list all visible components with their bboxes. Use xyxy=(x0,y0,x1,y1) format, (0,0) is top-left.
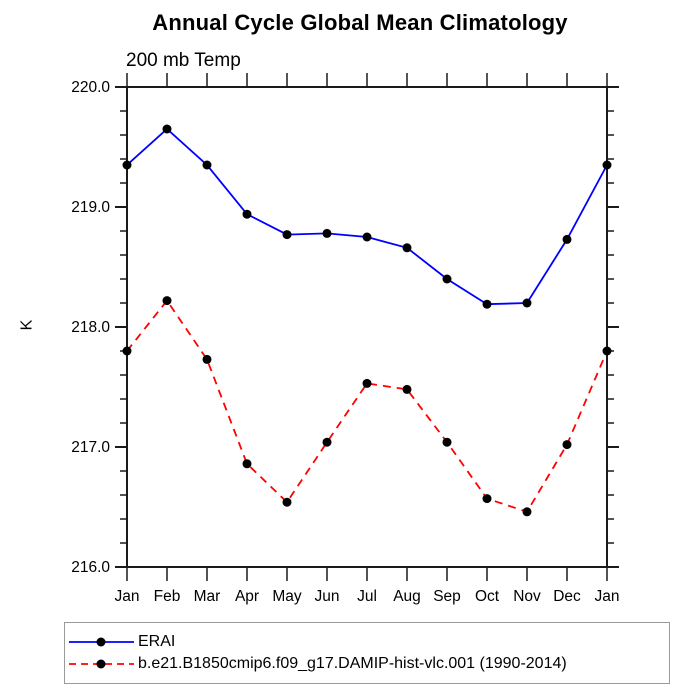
legend-item-model: b.e21.B1850cmip6.f09_g17.DAMIP-hist-vlc.… xyxy=(68,653,669,675)
chart-subtitle: 200 mb Temp xyxy=(126,50,241,71)
data-point-marker xyxy=(322,437,332,447)
x-tick-label: Apr xyxy=(235,588,259,605)
data-point-marker xyxy=(522,298,532,308)
chart-title: Annual Cycle Global Mean Climatology xyxy=(152,10,568,35)
x-tick-label: Aug xyxy=(393,588,421,605)
x-tick-label: Jan xyxy=(595,588,620,605)
legend-item-erai: ERAI xyxy=(68,631,669,653)
legend: ERAI b.e21.B1850cmip6.f09_g17.DAMIP-hist… xyxy=(64,622,670,684)
x-tick-label: Feb xyxy=(154,588,181,605)
data-point-marker xyxy=(562,234,572,244)
data-point-marker xyxy=(602,346,612,356)
x-tick-label: Sep xyxy=(433,588,461,605)
legend-label-model: b.e21.B1850cmip6.f09_g17.DAMIP-hist-vlc.… xyxy=(138,655,567,672)
data-point-marker xyxy=(202,354,212,364)
data-point-marker xyxy=(202,160,212,170)
data-point-marker xyxy=(362,378,372,388)
x-tick-label: Oct xyxy=(475,588,500,605)
x-tick-label: Nov xyxy=(513,588,541,605)
data-point-marker xyxy=(162,124,172,134)
data-point-marker xyxy=(122,160,132,170)
x-tick-label: Jun xyxy=(315,588,340,605)
data-point-marker xyxy=(162,296,172,306)
y-tick-label: 217.0 xyxy=(71,439,110,456)
data-point-marker xyxy=(562,440,572,450)
data-point-marker xyxy=(282,230,292,240)
y-tick-label: 216.0 xyxy=(71,559,110,576)
data-point-marker xyxy=(602,160,612,170)
legend-swatch-dashed-line xyxy=(69,659,134,669)
series-line xyxy=(126,127,608,306)
data-point-marker xyxy=(442,437,452,447)
legend-swatch-solid-line xyxy=(69,637,134,647)
data-point-marker xyxy=(242,459,252,469)
data-point-marker xyxy=(402,243,412,253)
data-point-marker xyxy=(282,497,292,507)
data-point-marker xyxy=(522,507,532,517)
x-tick-label: Jul xyxy=(357,588,377,605)
data-point-marker xyxy=(242,209,252,219)
x-tick-label: Dec xyxy=(553,588,581,605)
data-point-marker xyxy=(322,228,332,238)
x-tick-label: Mar xyxy=(194,588,221,605)
data-point-marker xyxy=(362,232,372,242)
data-point-marker xyxy=(482,494,492,504)
x-tick-label: Jan xyxy=(115,588,140,605)
y-tick-label: 218.0 xyxy=(71,319,110,336)
data-point-marker xyxy=(122,346,132,356)
legend-label-erai: ERAI xyxy=(138,633,176,650)
legend-marker-dot-icon xyxy=(96,659,106,669)
x-tick-label: May xyxy=(272,588,302,605)
data-point-marker xyxy=(482,299,492,309)
y-tick-label: 220.0 xyxy=(71,79,110,96)
data-point-marker xyxy=(402,384,412,394)
y-tick-label: 219.0 xyxy=(71,199,110,216)
legend-marker-dot-icon xyxy=(96,637,106,647)
series-line xyxy=(126,299,608,513)
data-point-marker xyxy=(442,274,452,284)
